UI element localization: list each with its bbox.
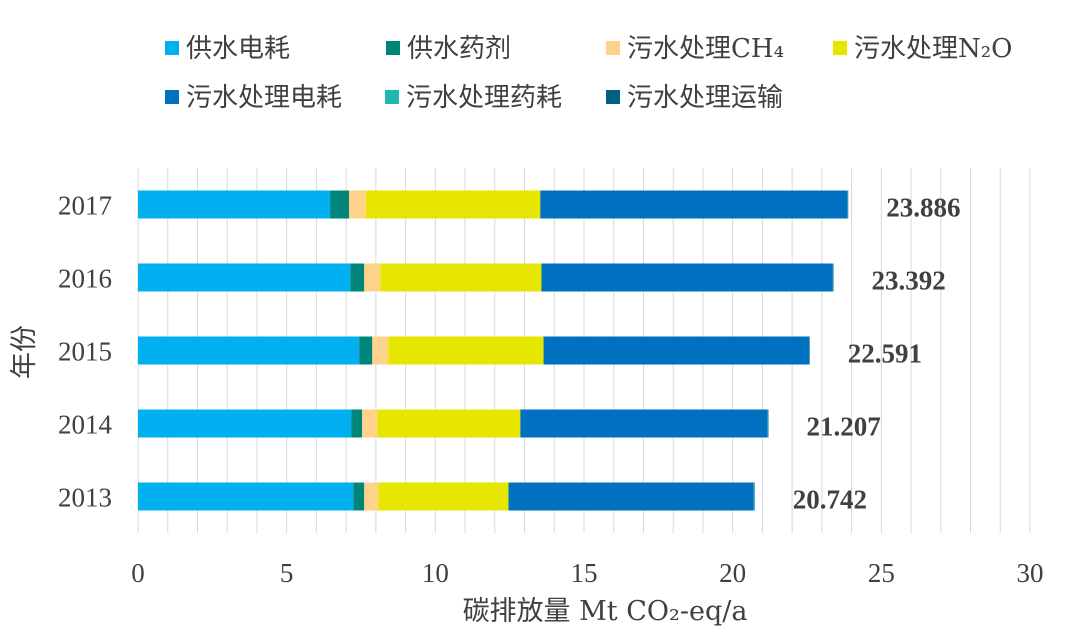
x-tick-label: 25 bbox=[868, 558, 895, 588]
bar-segment bbox=[138, 409, 352, 438]
y-tick-label: 2013 bbox=[58, 483, 112, 513]
legend-swatch bbox=[165, 41, 179, 55]
bar-segment bbox=[350, 263, 365, 292]
bar-segment bbox=[372, 336, 389, 365]
bar-segment bbox=[380, 263, 542, 292]
total-data-label: 22.591 bbox=[848, 339, 922, 369]
x-tick-label: 0 bbox=[131, 558, 145, 588]
x-tick-label: 15 bbox=[571, 558, 598, 588]
x-axis-title: 碳排放量 Mt CO₂-eq/a bbox=[463, 596, 748, 627]
legend-swatch bbox=[606, 41, 620, 55]
y-axis-title: 年份 bbox=[9, 325, 40, 379]
bar-segment bbox=[364, 482, 379, 511]
legend-swatch bbox=[386, 41, 400, 55]
x-tick-label: 20 bbox=[719, 558, 746, 588]
legend-label: 污水处理运输 bbox=[627, 83, 783, 113]
x-tick-label: 10 bbox=[422, 558, 449, 588]
bar-segment bbox=[138, 336, 360, 365]
bar-segment bbox=[362, 409, 378, 438]
y-tick-label: 2014 bbox=[58, 410, 113, 440]
legend-label: 供水药剂 bbox=[407, 34, 511, 64]
bar-segment bbox=[388, 336, 544, 365]
bar-segment bbox=[520, 409, 768, 438]
bar-segment bbox=[540, 190, 848, 219]
y-tick-label: 2017 bbox=[58, 191, 112, 221]
total-data-label: 21.207 bbox=[807, 412, 881, 442]
bar-segment bbox=[138, 482, 354, 511]
bar-segment bbox=[378, 482, 509, 511]
bar-segment bbox=[353, 482, 365, 511]
bar-segment bbox=[359, 336, 373, 365]
total-data-label: 20.742 bbox=[793, 485, 867, 515]
legend-label: 污水处理N₂O bbox=[854, 34, 1013, 64]
bars bbox=[138, 190, 849, 511]
x-tick-label: 5 bbox=[280, 558, 294, 588]
total-data-label: 23.392 bbox=[872, 266, 946, 296]
legend-label: 污水处理电耗 bbox=[186, 83, 342, 113]
legend-label: 供水电耗 bbox=[186, 34, 290, 64]
bar-segment bbox=[349, 190, 367, 219]
bar-segment bbox=[541, 263, 833, 292]
legend-swatch bbox=[385, 90, 399, 104]
legend-swatch bbox=[606, 90, 620, 104]
bar-segment bbox=[364, 263, 381, 292]
legend-label: 污水处理CH₄ bbox=[627, 34, 784, 64]
y-tick-label: 2016 bbox=[58, 264, 112, 294]
bar-segment bbox=[543, 336, 810, 365]
legend-swatch bbox=[833, 41, 847, 55]
x-tick-label: 30 bbox=[1017, 558, 1044, 588]
labels: 0 5 10 15 20 25 30 2017 23.886 2016 23.392 2015 22.5… bbox=[58, 191, 1044, 589]
legend: 供水电耗 供水药剂 污水处理CH₄ 污水处理N₂O 污水处理电耗 污水处理药耗 污水处理运输 bbox=[165, 34, 1013, 113]
legend-swatch bbox=[165, 90, 179, 104]
bar-segment bbox=[508, 482, 754, 511]
bar-segment bbox=[138, 190, 331, 219]
bar-segment bbox=[366, 190, 541, 219]
total-data-label: 23.886 bbox=[886, 193, 960, 223]
bar-segment bbox=[138, 263, 351, 292]
bar-segment bbox=[330, 190, 350, 219]
y-tick-label: 2015 bbox=[58, 337, 112, 367]
bar-segment bbox=[351, 409, 363, 438]
legend-label: 污水处理药耗 bbox=[406, 83, 562, 113]
bar-segment bbox=[377, 409, 521, 438]
